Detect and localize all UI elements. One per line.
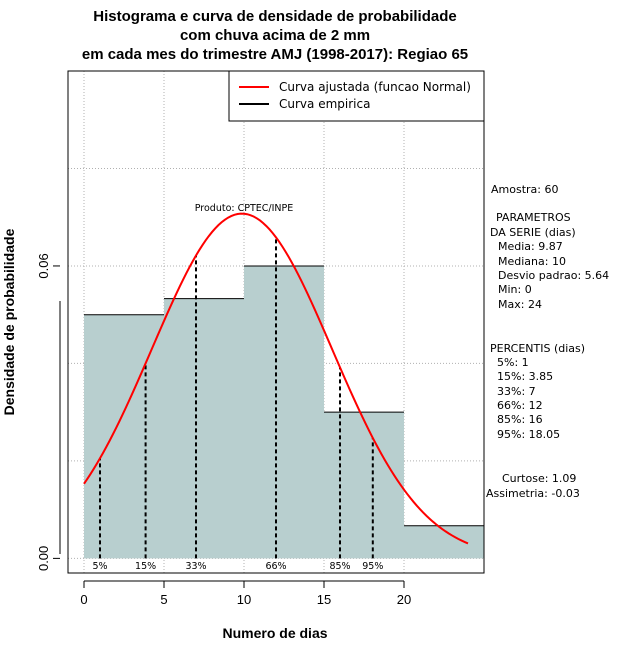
x-tick-label: 10	[237, 592, 251, 607]
percentile-label: 15%	[135, 561, 156, 572]
percentil-85: 85%: 16	[497, 413, 543, 426]
x-tick-label: 20	[397, 592, 411, 607]
percentil-15: 15%: 3.85	[497, 370, 553, 383]
y-tick-label: 0.06	[36, 253, 51, 278]
x-tick-label: 15	[317, 592, 331, 607]
legend-box	[228, 70, 485, 122]
chart-title-line-3: em cada mes do trimestre AMJ (1998-2017)…	[82, 46, 468, 63]
legend: Curva ajustada (funcao Normal) Curva emp…	[228, 70, 485, 122]
param-desvio: Desvio padrao: 5.64	[498, 269, 609, 282]
percentile-label: 85%	[329, 561, 350, 572]
product-annotation: Produto: CPTEC/INPE	[195, 203, 294, 214]
histogram-bar	[324, 412, 404, 559]
histogram-bar	[84, 314, 164, 559]
percentil-66: 66%: 12	[497, 399, 543, 412]
param-min: Min: 0	[498, 283, 532, 296]
sample-size: Amostra: 60	[491, 183, 558, 196]
chart-title-line-1: Histograma e curva de densidade de proba…	[93, 8, 456, 25]
histogram-bar	[164, 298, 244, 559]
params-title-2: DA SERIE (dias)	[490, 226, 576, 239]
x-axis: 0 5 10 15 20	[80, 580, 411, 607]
percentile-layer: 5% 15% 33% 66% 85% 95%	[92, 237, 383, 572]
bars-layer	[84, 265, 484, 559]
x-tick-label: 0	[80, 592, 87, 607]
params-title-1: PARAMETROS	[496, 211, 571, 224]
normal-curve	[83, 212, 469, 545]
param-media: Media: 9.87	[498, 240, 563, 253]
percentil-95: 95%: 18.05	[497, 428, 560, 441]
percentis-title: PERCENTIS (dias)	[490, 342, 585, 355]
percentil-33: 33%: 7	[497, 385, 536, 398]
side-panel: Amostra: 60 PARAMETROS DA SERIE (dias) M…	[486, 183, 609, 500]
percentile-label: 5%	[92, 561, 107, 572]
y-axis-label: Densidade de probabilidade	[1, 228, 17, 415]
y-axis: 0.00 0.06	[36, 253, 61, 571]
y-tick-label: 0.00	[36, 546, 51, 571]
percentile-label: 33%	[185, 561, 206, 572]
assimetria: Assimetria: -0.03	[486, 487, 580, 500]
curtose: Curtose: 1.09	[502, 472, 576, 485]
histogram-bar	[244, 265, 324, 559]
legend-label-normal: Curva ajustada (funcao Normal)	[279, 80, 471, 94]
percentile-label: 66%	[265, 561, 286, 572]
percentil-5: 5%: 1	[497, 356, 529, 369]
legend-label-empirical: Curva empirica	[279, 97, 370, 111]
chart-title-line-2: com chuva acima de 2 mm	[180, 27, 370, 44]
param-mediana: Mediana: 10	[498, 255, 566, 268]
x-axis-label: Numero de dias	[222, 625, 327, 641]
param-max: Max: 24	[498, 298, 542, 311]
x-tick-label: 5	[160, 592, 167, 607]
percentile-label: 95%	[362, 561, 383, 572]
curve-layer	[83, 212, 469, 545]
